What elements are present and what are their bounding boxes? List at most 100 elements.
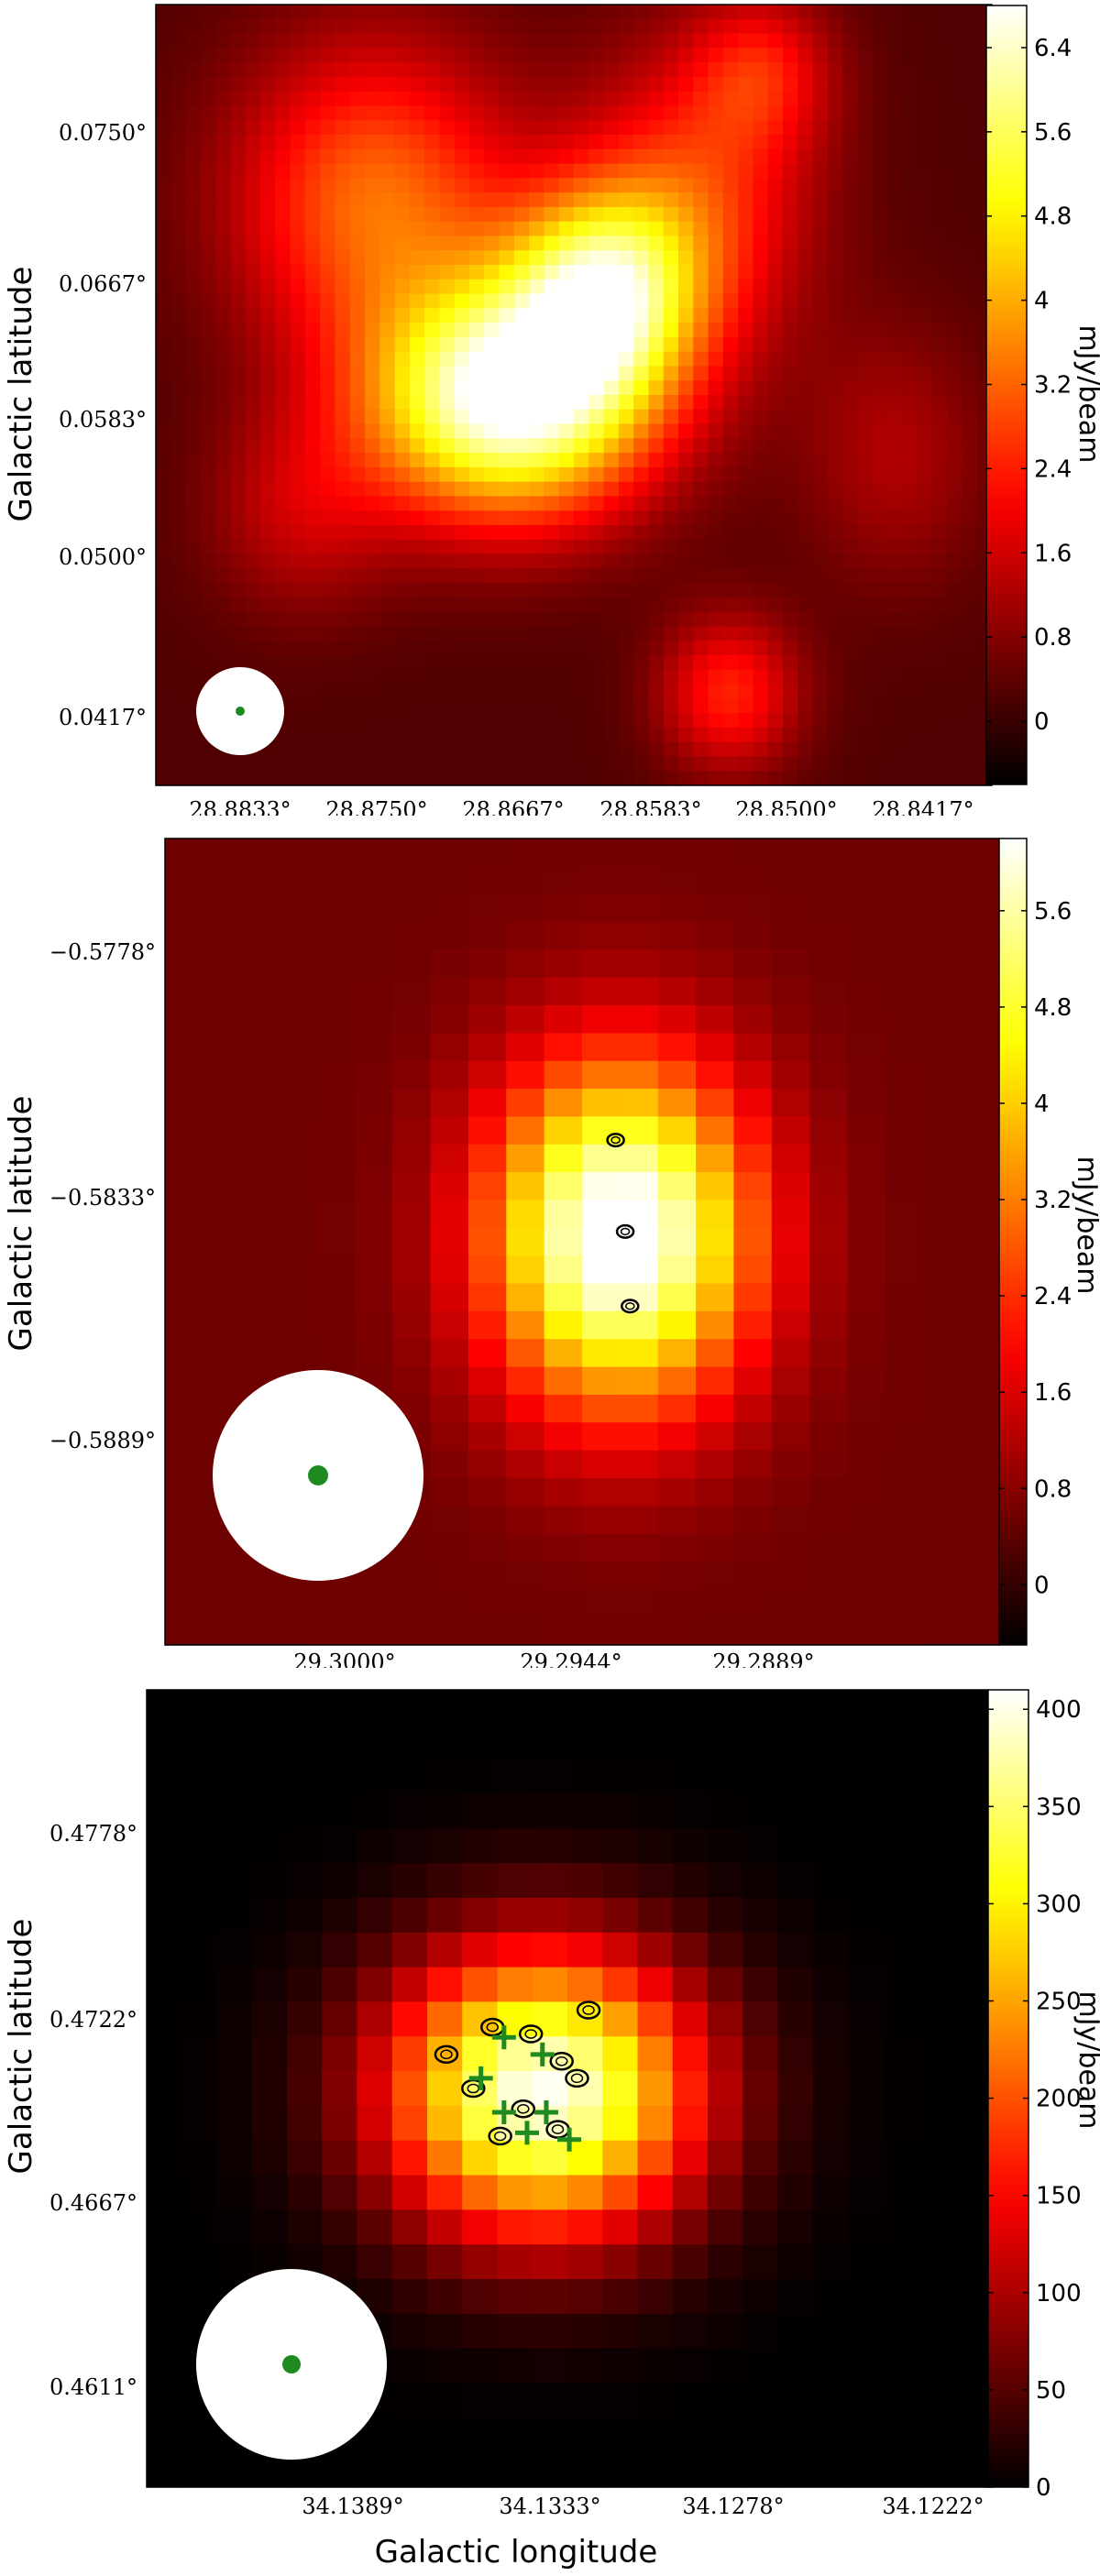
heatmap-cell [469,323,485,338]
heatmap-cell [961,977,1000,1006]
heatmap-cell [742,2105,779,2142]
heatmap-cell [574,409,589,425]
heatmap-cell [469,568,485,584]
heatmap-cell [620,893,659,923]
heatmap-cell [506,1506,545,1535]
heatmap-cell [544,713,560,729]
heatmap-cell [872,76,888,93]
heatmap-cell [738,611,754,628]
heatmap-cell [290,568,306,584]
heatmap-cell [287,1759,323,1795]
heatmap-cell [251,1967,288,2003]
heatmap-cell [753,423,769,439]
heatmap-cell [290,481,306,498]
heatmap-cell [648,525,665,541]
beam-marker [213,1370,424,1581]
heatmap-cell [439,163,456,179]
heatmap-cell [513,5,530,20]
heatmap-cell [798,48,814,63]
heatmap-cell [529,308,545,323]
heatmap-cell [497,2279,534,2315]
heatmap-cell [424,192,441,208]
heatmap-cell [931,423,948,439]
heatmap-cell [215,554,232,569]
heatmap-cell [847,1060,886,1090]
heatmap-cell [648,366,665,381]
heatmap-cell [902,163,918,179]
contour [620,1227,631,1236]
heatmap-cell [771,1144,810,1173]
heatmap-cell [484,727,500,743]
heatmap-cell [693,308,710,323]
heatmap-cell [872,5,888,20]
heatmap-cell [918,2348,954,2384]
heatmap-cell [532,2244,568,2280]
heatmap-cell [663,496,679,511]
heatmap-cell [663,684,679,699]
heatmap-cell [693,496,710,511]
heatmap-cell [454,250,470,266]
heatmap-cell [798,18,814,35]
heatmap-cell [847,1450,886,1479]
heatmap-cell [574,655,589,671]
heatmap-cell [708,1897,743,1934]
heatmap-cell [633,336,650,353]
heatmap-cell [335,351,351,367]
heatmap-cell [349,178,366,193]
heatmap-cell [771,1227,810,1256]
heatmap-cell [962,380,978,396]
heatmap-cell [200,76,216,93]
heatmap-cell [468,1394,507,1423]
heatmap-cell [185,756,202,772]
heatmap-cell [618,105,634,121]
heatmap-cell [798,554,814,569]
heatmap-cell [529,279,545,295]
x-tick-label: 28.8833° [189,797,291,816]
heatmap-cell [708,105,724,121]
heatmap-cell [708,409,724,425]
heatmap-cell [848,1863,884,1899]
heatmap-cell [203,1310,242,1340]
heatmap-cell [872,741,888,758]
panel-3: 34.1389° 34.1333° 34.1278° 34.1222° Gala… [0,1684,1100,2576]
heatmap-cell [156,366,171,381]
heatmap-cell [380,163,396,179]
heatmap-cell [245,91,261,107]
heatmap-cell [827,453,843,468]
heatmap-cell [603,423,620,439]
heatmap-cell [394,453,411,468]
heatmap-cell [320,423,336,439]
heatmap-cell [409,423,425,439]
heatmap-cell [633,91,650,107]
heatmap-cell [240,1310,280,1340]
heatmap-cell [484,713,500,729]
heatmap-cell [260,395,276,411]
heatmap-cell [603,250,620,266]
heatmap-cell [357,2244,393,2280]
heatmap-cell [484,438,500,454]
heatmap-cell [290,684,306,699]
heatmap-cell [783,148,798,165]
heatmap-cell [798,423,814,439]
heatmap-cell [215,279,232,295]
heatmap-cell [918,2209,954,2245]
heatmap-cell [857,611,874,628]
heatmap-cell [320,148,336,165]
heatmap-cell [439,684,456,699]
heatmap-cell [409,91,425,107]
heatmap-cell [558,641,575,656]
heatmap-cell [506,1089,545,1118]
heatmap-cell [170,33,187,49]
heatmap-cell [567,2452,603,2488]
heatmap-cell [320,496,336,511]
heatmap-cell [738,756,754,772]
heatmap-cell [693,597,710,613]
heatmap-cell [320,453,336,468]
heatmap-cell [648,611,665,628]
heatmap-cell [783,554,798,569]
heatmap-cell [240,1255,280,1285]
heatmap-cell [349,568,366,584]
heatmap-cell [618,91,634,107]
heatmap-cell [848,2001,884,2037]
heatmap-cell [497,2452,534,2488]
